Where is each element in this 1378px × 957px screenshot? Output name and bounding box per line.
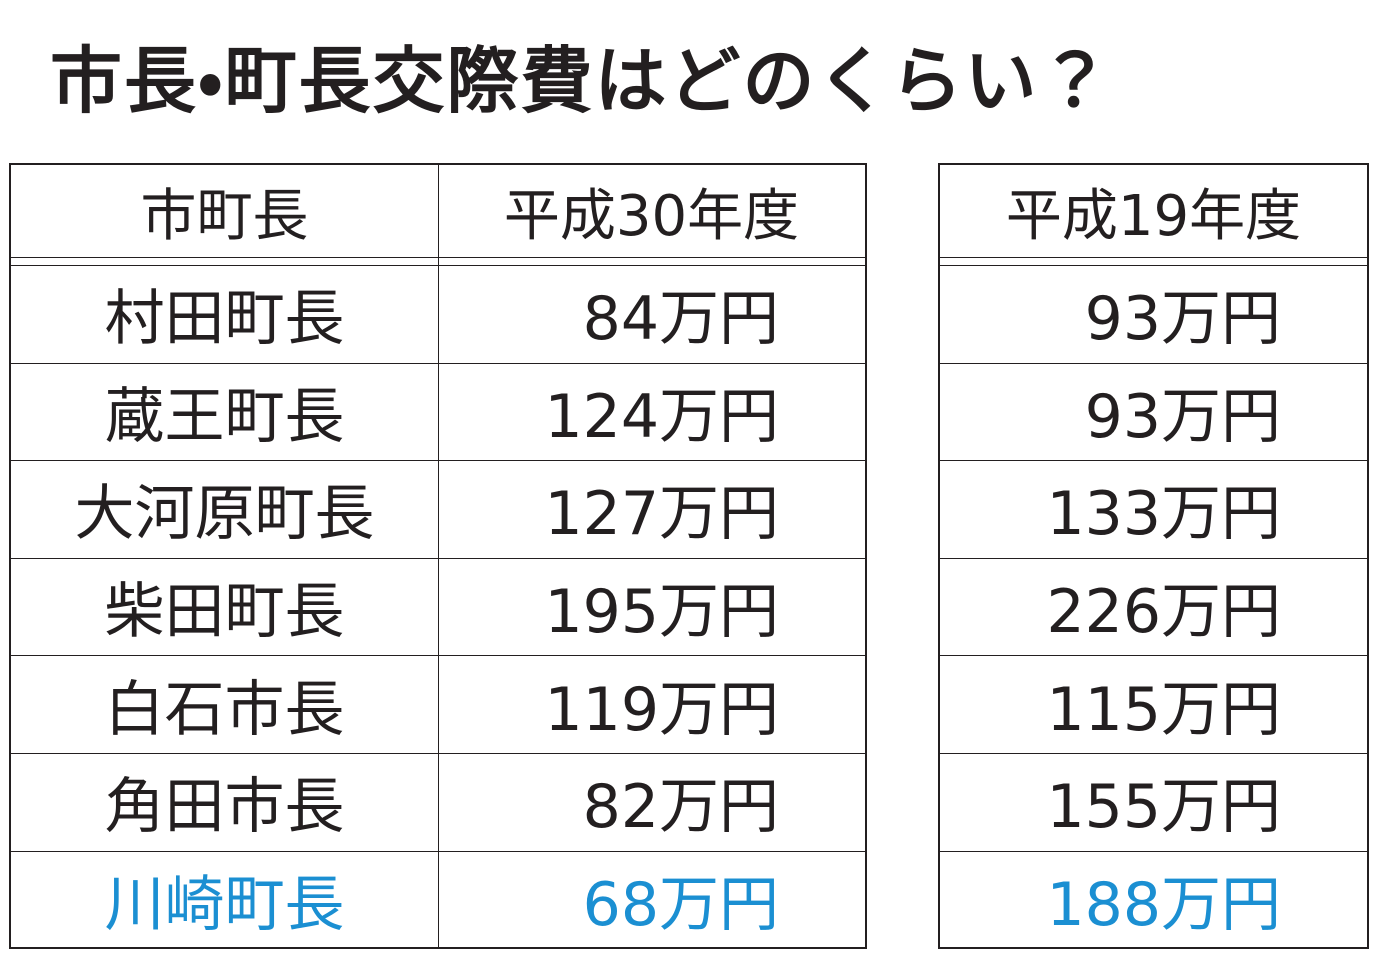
name-cell: 村田町長 [104,284,345,355]
amount-cell: 226万円 [1046,577,1281,648]
title: 市長・町長交際費はどのくらい？ [50,38,1113,123]
amount-cell: 68万円 [582,869,779,940]
row-rule [940,655,1367,657]
amount-cell: 84万円 [582,284,779,355]
name-cell: 白石市長 [104,674,345,745]
amount-cell: 82万円 [582,772,779,843]
row-rule [11,850,865,852]
header-rule [940,257,1367,258]
name-cell: 川崎町長 [104,869,345,940]
amount-cell: 124万円 [544,381,779,452]
header-cell: 平成19年度 [1005,183,1302,249]
amount-cell: 133万円 [1046,479,1281,550]
row-rule [11,362,865,364]
row-rule [940,460,1367,462]
amount-cell: 93万円 [1084,284,1281,355]
name-cell: 大河原町長 [74,479,375,550]
row-rule [11,460,865,462]
row-rule [11,557,865,559]
row-rule [11,655,865,657]
name-cell: 角田市長 [104,772,345,843]
row-rule [11,753,865,754]
amount-cell: 115万円 [1046,674,1281,745]
row-rule [940,850,1367,852]
header-cell: 平成30年度 [503,183,800,249]
table-right: 平成19年度 93万円 93万円 133万円 226万円 115万円 155万円 188万円 [938,163,1369,949]
amount-cell: 119万円 [544,674,779,745]
column-divider [438,165,439,947]
amount-cell: 127万円 [544,479,779,550]
header-cell: 市町長 [140,183,309,249]
amount-cell: 188万円 [1046,869,1281,940]
amount-cell: 195万円 [544,577,779,648]
name-cell: 蔵王町長 [104,381,345,452]
header-rule [940,265,1367,266]
table-left: 市町長 平成30年度村田町長 84万円蔵王町長 124万円大河原町長 127万円柴田町長… [9,163,867,949]
name-cell: 柴田町長 [104,577,345,648]
row-rule [940,557,1367,559]
amount-cell: 93万円 [1084,381,1281,452]
header-rule [11,257,865,258]
row-rule [940,362,1367,364]
header-rule [11,265,865,266]
row-rule [940,753,1367,754]
amount-cell: 155万円 [1046,772,1281,843]
